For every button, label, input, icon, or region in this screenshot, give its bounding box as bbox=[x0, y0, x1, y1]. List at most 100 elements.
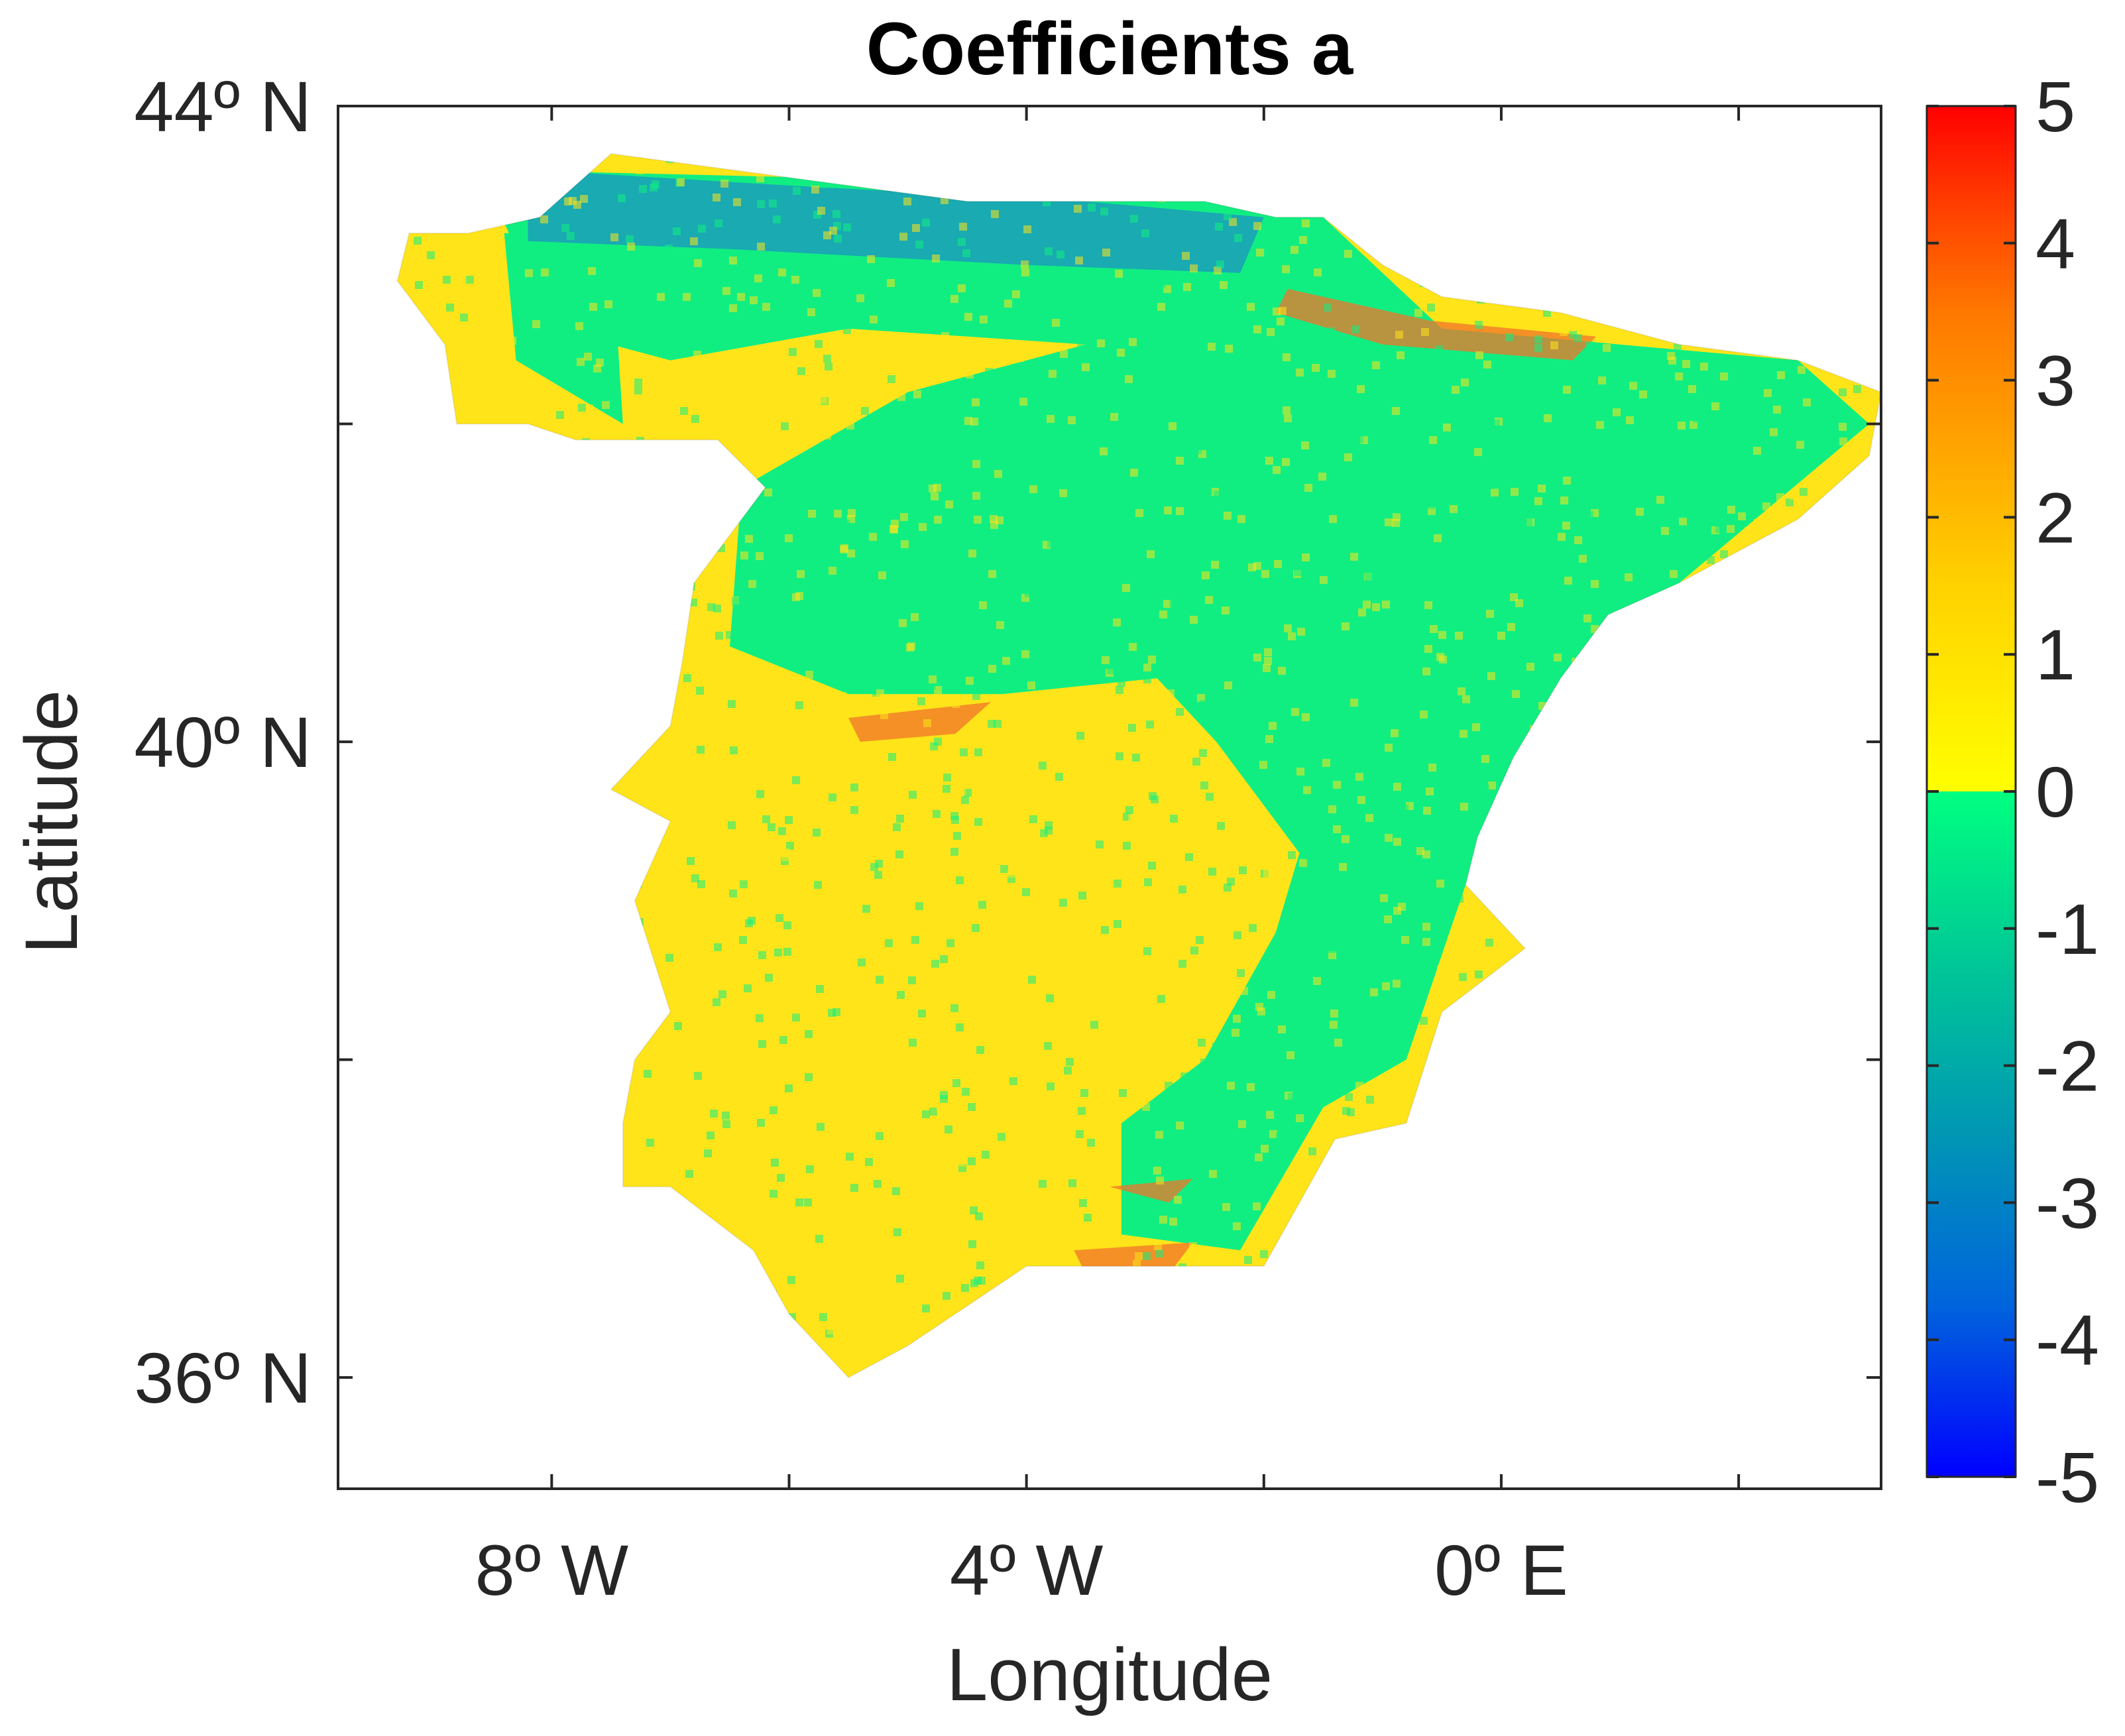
raster-cell bbox=[931, 960, 939, 968]
raster-cell bbox=[1028, 1132, 1036, 1140]
raster-cell bbox=[1224, 212, 1232, 220]
raster-cell bbox=[1013, 946, 1021, 954]
raster-cell bbox=[1329, 1133, 1337, 1141]
raster-cell bbox=[1392, 519, 1400, 527]
raster-cell bbox=[998, 1309, 1006, 1317]
raster-cell bbox=[1526, 1049, 1534, 1057]
raster-cell bbox=[1797, 301, 1805, 309]
raster-cell bbox=[1771, 1341, 1779, 1349]
raster-cell bbox=[457, 1045, 465, 1053]
raster-cell bbox=[384, 1049, 392, 1057]
raster-cell bbox=[1735, 1302, 1743, 1310]
raster-cell bbox=[622, 132, 630, 140]
raster-cell bbox=[1773, 1170, 1781, 1178]
raster-cell bbox=[474, 181, 482, 189]
raster-cell bbox=[922, 1304, 930, 1312]
raster-cell bbox=[1459, 945, 1467, 953]
raster-cell bbox=[1833, 966, 1841, 974]
raster-cell bbox=[1538, 301, 1546, 309]
raster-cell bbox=[929, 675, 937, 683]
raster-cell bbox=[1522, 896, 1530, 903]
raster-cell bbox=[1615, 1040, 1623, 1048]
raster-cell bbox=[1484, 560, 1492, 568]
raster-cell bbox=[607, 842, 615, 850]
raster-cell bbox=[925, 1341, 933, 1349]
raster-cell bbox=[1152, 1289, 1160, 1297]
raster-cell bbox=[1564, 1083, 1572, 1091]
raster-cell bbox=[1653, 770, 1661, 778]
raster-cell bbox=[1741, 1067, 1749, 1075]
raster-cell bbox=[1182, 153, 1190, 154]
raster-cell bbox=[739, 936, 747, 944]
raster-cell bbox=[1717, 225, 1725, 233]
raster-cell bbox=[951, 1350, 959, 1358]
raster-cell bbox=[1274, 560, 1282, 568]
raster-cell bbox=[1047, 1302, 1055, 1310]
raster-cell bbox=[1566, 671, 1574, 679]
y-tick-label: 36º N bbox=[134, 1338, 312, 1418]
raster-cell bbox=[1301, 441, 1309, 449]
raster-cell bbox=[783, 921, 791, 929]
raster-cell bbox=[1296, 768, 1304, 776]
raster-cell bbox=[720, 180, 728, 188]
raster-cell bbox=[651, 1361, 659, 1369]
raster-cell bbox=[1764, 389, 1772, 397]
raster-cell bbox=[1784, 956, 1792, 964]
raster-cell bbox=[1656, 496, 1664, 504]
raster-cell bbox=[1422, 153, 1430, 158]
raster-cell bbox=[1668, 268, 1676, 276]
raster-cell bbox=[411, 445, 419, 453]
raster-cell bbox=[1364, 388, 1372, 396]
raster-cell bbox=[670, 115, 678, 123]
raster-cell bbox=[1320, 176, 1328, 184]
raster-cell bbox=[1379, 1116, 1387, 1124]
raster-cell bbox=[1583, 614, 1591, 622]
raster-cell bbox=[636, 437, 644, 445]
raster-cell bbox=[908, 828, 916, 836]
raster-cell bbox=[1196, 1274, 1204, 1282]
raster-cell bbox=[694, 560, 702, 568]
raster-cell bbox=[1422, 923, 1430, 931]
colorbar-tick-label: 3 bbox=[2036, 341, 2075, 421]
raster-cell bbox=[1536, 1295, 1544, 1303]
raster-cell bbox=[1391, 670, 1399, 678]
raster-cell bbox=[629, 538, 637, 546]
raster-cell bbox=[1519, 1003, 1526, 1011]
raster-cell bbox=[1162, 489, 1170, 496]
raster-cell bbox=[591, 848, 599, 856]
raster-cell bbox=[416, 207, 424, 215]
raster-cell bbox=[1109, 858, 1117, 866]
raster-cell bbox=[1120, 170, 1128, 178]
raster-cell bbox=[797, 616, 805, 624]
raster-cell bbox=[1845, 780, 1853, 788]
raster-cell bbox=[1224, 512, 1232, 520]
raster-cell bbox=[1792, 734, 1800, 742]
raster-cell bbox=[1072, 655, 1080, 663]
raster-cell bbox=[831, 1318, 838, 1326]
raster-cell bbox=[614, 1279, 622, 1287]
raster-cell bbox=[922, 219, 930, 227]
raster-cell bbox=[1603, 1257, 1611, 1265]
raster-cell bbox=[1839, 437, 1847, 445]
raster-cell bbox=[1727, 506, 1735, 514]
raster-cell bbox=[1414, 259, 1422, 266]
raster-cell bbox=[1524, 927, 1532, 935]
raster-cell bbox=[1854, 787, 1862, 795]
raster-cell bbox=[765, 712, 773, 720]
raster-cell bbox=[669, 906, 677, 914]
raster-cell bbox=[728, 821, 736, 829]
raster-cell bbox=[1282, 265, 1290, 273]
raster-cell bbox=[794, 736, 802, 744]
raster-cell bbox=[746, 637, 754, 645]
raster-cell bbox=[781, 422, 789, 430]
raster-cell bbox=[1137, 161, 1145, 169]
raster-cell bbox=[1674, 251, 1682, 259]
raster-cell bbox=[909, 1039, 917, 1047]
raster-cell bbox=[1823, 1206, 1831, 1214]
raster-cell bbox=[1428, 131, 1436, 139]
raster-cell bbox=[1398, 903, 1406, 911]
raster-cell bbox=[1675, 1195, 1683, 1203]
raster-cell bbox=[1237, 969, 1245, 977]
raster-cell bbox=[1252, 367, 1260, 375]
